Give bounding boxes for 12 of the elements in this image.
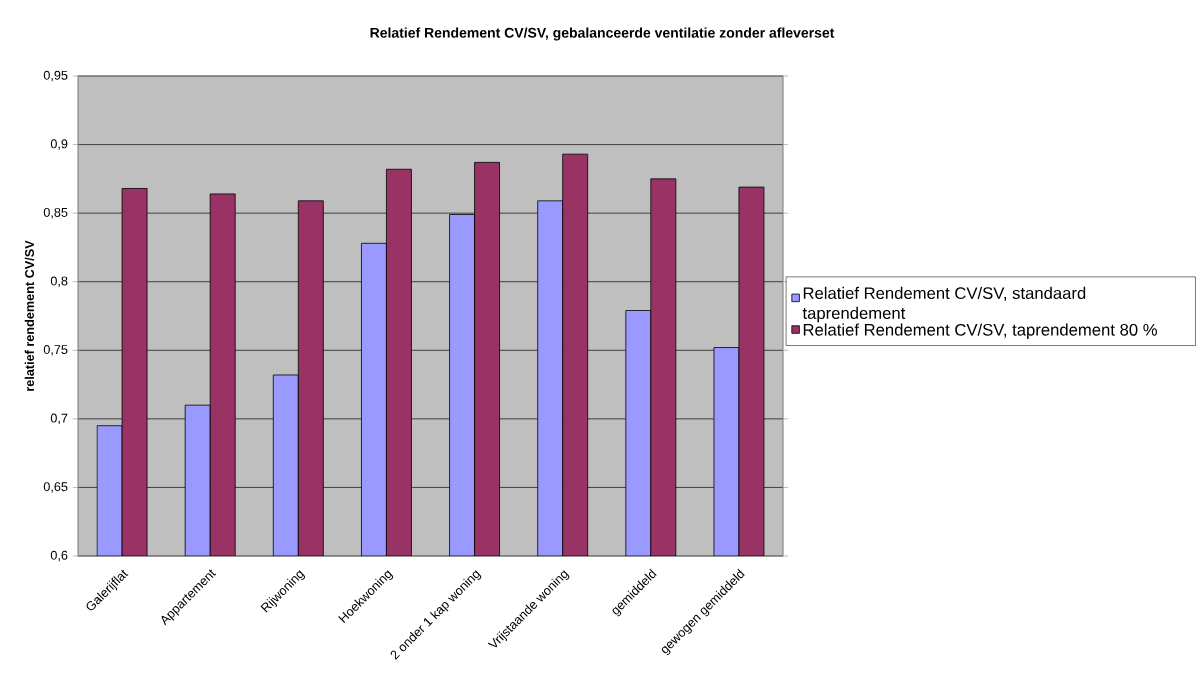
legend-label: Relatief Rendement CV/SV, standaard taprendement <box>802 286 1086 323</box>
y-tick-label: 0,75 <box>43 345 68 356</box>
y-tick-label: 0,85 <box>43 207 68 219</box>
y-tick-label: 0,7 <box>50 413 68 425</box>
legend-label: Relatief Rendement CV/SV, taprendement 80 % <box>803 323 1157 339</box>
y-tick-label: 0,8 <box>50 276 68 287</box>
y-axis-title: relatief rendement CV/SV <box>24 240 35 391</box>
y-tick-label: 0,65 <box>43 482 68 493</box>
chart-title: Relatief Rendement CV/SV, gebalanceerde ventilatie zonder afleverset <box>370 27 835 41</box>
y-tick-label: 0,95 <box>43 70 68 82</box>
y-tick-label: 0,9 <box>50 139 68 150</box>
y-tick-label: 0,6 <box>50 550 68 562</box>
